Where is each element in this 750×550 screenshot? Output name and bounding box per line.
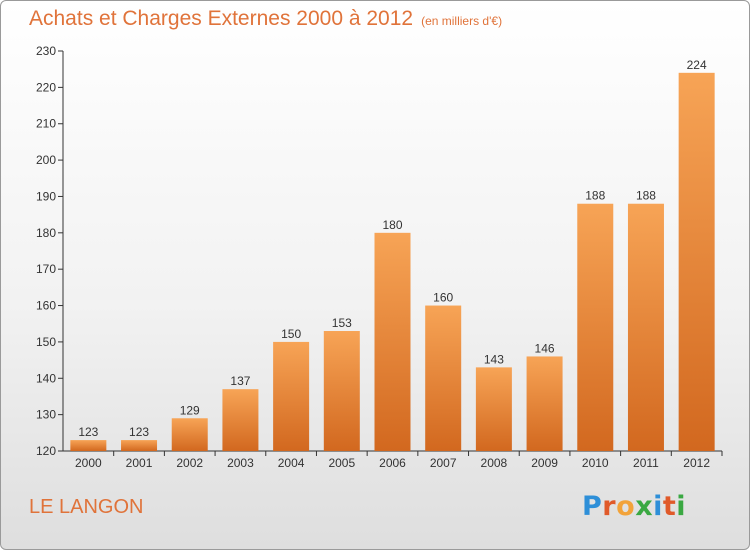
logo-letter: r <box>602 491 617 522</box>
logo-letter: P <box>582 491 603 522</box>
bar <box>374 232 411 451</box>
y-tick-label: 130 <box>36 408 56 422</box>
bar-value-label: 123 <box>129 425 149 439</box>
chart-title: Achats et Charges Externes 2000 à 2012 <box>29 7 414 30</box>
x-tick-label: 2006 <box>379 456 406 470</box>
x-tick-label: 2004 <box>278 456 305 470</box>
bar <box>475 367 512 451</box>
y-tick-label: 120 <box>36 444 56 458</box>
logo-letter: x <box>635 491 654 522</box>
bar <box>171 418 208 451</box>
x-tick-label: 2000 <box>75 456 102 470</box>
bar <box>526 356 563 451</box>
y-tick-label: 210 <box>36 117 56 131</box>
x-tick-label: 2010 <box>582 456 609 470</box>
bar <box>627 203 664 451</box>
x-tick-label: 2011 <box>633 456 659 470</box>
bar-value-label: 146 <box>535 341 555 355</box>
bar <box>577 203 614 451</box>
x-tick-label: 2009 <box>531 456 558 470</box>
bar-value-label: 129 <box>180 403 200 417</box>
proxiti-logo: Proxiti <box>582 491 686 522</box>
x-tick-label: 2012 <box>683 456 710 470</box>
title-row: Achats et Charges Externes 2000 à 2012 (e… <box>29 7 502 31</box>
x-tick-label: 2002 <box>176 456 203 470</box>
logo-letter: i <box>676 491 687 522</box>
bar <box>222 389 259 451</box>
y-tick-label: 140 <box>36 371 56 385</box>
logo-letter: t <box>662 491 677 522</box>
x-tick-label: 2003 <box>227 456 254 470</box>
chart-subtitle: (en milliers d'€) <box>421 14 503 28</box>
y-tick-label: 200 <box>36 153 56 167</box>
x-tick-label: 2005 <box>328 456 355 470</box>
logo-letter: i <box>653 491 663 522</box>
y-tick-label: 160 <box>36 299 56 313</box>
bar-value-label: 150 <box>281 327 301 341</box>
y-tick-label: 230 <box>36 44 56 58</box>
x-tick-label: 2008 <box>481 456 508 470</box>
bar-value-label: 143 <box>484 352 504 366</box>
bar <box>273 341 310 451</box>
bar-value-label: 123 <box>78 425 98 439</box>
bar-value-label: 188 <box>585 189 605 203</box>
logo-letter: o <box>616 491 636 522</box>
bar <box>70 440 107 451</box>
x-axis: 2000 2001 2002 2003 2004 2005 2006 2007 2008 2009… <box>63 450 723 470</box>
bar <box>425 305 462 451</box>
bar <box>678 72 715 452</box>
bar-value-label: 160 <box>433 291 453 305</box>
y-tick-label: 170 <box>36 262 56 276</box>
bar-value-label: 224 <box>687 58 707 72</box>
bar-value-label: 180 <box>382 218 402 232</box>
y-tick-label: 180 <box>36 226 56 240</box>
bar-value-label: 137 <box>230 374 250 388</box>
bar <box>121 440 158 451</box>
y-tick-label: 190 <box>36 189 56 203</box>
y-tick-label: 150 <box>36 335 56 349</box>
x-tick-label: 2007 <box>430 456 457 470</box>
y-axis: 120 130 140 150 160 170 180 190 200 210 220 230 <box>36 44 64 458</box>
x-tick-label: 2001 <box>126 456 153 470</box>
bar-value-label: 188 <box>636 189 656 203</box>
bar-value-label: 153 <box>332 316 352 330</box>
bars: 123 123 129 137 150 153 180 160 143 146 188 188 224 <box>70 58 715 452</box>
bar <box>323 331 360 451</box>
commune-name: LE LANGON <box>29 496 144 518</box>
y-tick-label: 220 <box>36 80 56 94</box>
